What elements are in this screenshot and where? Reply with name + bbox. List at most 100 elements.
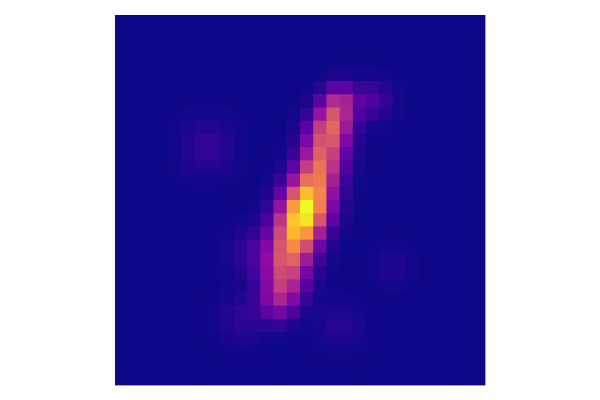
heatmap-cell xyxy=(366,266,380,280)
heatmap-cell xyxy=(233,279,248,293)
heatmap-cell xyxy=(445,147,459,161)
heatmap-cell xyxy=(392,133,407,148)
heatmap-cell xyxy=(167,292,182,307)
heatmap-cell xyxy=(260,94,274,108)
heatmap-cell xyxy=(445,173,459,188)
heatmap-cell xyxy=(366,41,380,56)
heatmap-cell xyxy=(115,41,129,56)
heatmap-cell xyxy=(418,41,433,56)
heatmap-cell xyxy=(220,41,235,56)
heatmap-cell xyxy=(207,226,222,241)
heatmap-cell xyxy=(418,160,433,174)
heatmap-cell xyxy=(339,81,354,95)
heatmap-cell xyxy=(471,358,486,373)
heatmap-cell xyxy=(445,200,459,214)
heatmap-cell xyxy=(260,213,274,227)
heatmap-cell xyxy=(458,107,473,122)
heatmap-cell xyxy=(141,358,156,373)
heatmap-cell xyxy=(418,173,433,188)
heatmap-cell xyxy=(233,41,248,56)
heatmap-cell xyxy=(286,345,301,359)
heatmap-cell xyxy=(273,15,288,29)
heatmap-cell xyxy=(233,305,248,320)
heatmap-cell xyxy=(128,213,142,227)
heatmap-cell xyxy=(445,28,459,42)
heatmap-cell xyxy=(181,266,195,280)
heatmap-cell xyxy=(339,107,354,122)
heatmap-cell xyxy=(432,94,446,108)
heatmap-cell xyxy=(471,213,486,227)
heatmap-cell xyxy=(286,371,301,386)
heatmap-cell xyxy=(154,147,169,161)
heatmap-cell xyxy=(115,120,129,135)
heatmap-cell xyxy=(418,200,433,214)
heatmap-cell xyxy=(273,332,288,346)
heatmap-cell xyxy=(154,120,169,135)
heatmap-cell xyxy=(458,226,473,241)
heatmap-cell xyxy=(471,200,486,214)
heatmap-cell xyxy=(154,213,169,227)
heatmap-cell xyxy=(339,133,354,148)
heatmap-cell xyxy=(154,318,169,333)
heatmap-cell xyxy=(379,107,393,122)
heatmap-cell xyxy=(339,252,354,267)
heatmap-cell xyxy=(194,67,208,82)
heatmap-cell xyxy=(128,345,142,359)
heatmap-cell xyxy=(115,332,129,346)
heatmap-cell xyxy=(181,345,195,359)
heatmap-cell xyxy=(352,94,367,108)
heatmap-cell xyxy=(141,107,156,122)
heatmap-cell xyxy=(115,371,129,386)
heatmap-cell xyxy=(141,186,156,201)
heatmap-cell xyxy=(220,54,235,69)
heatmap-cell xyxy=(405,41,420,56)
heatmap-cell xyxy=(352,226,367,241)
heatmap-cell xyxy=(207,160,222,174)
heatmap-cell xyxy=(300,120,314,135)
heatmap-cell xyxy=(247,279,261,293)
heatmap-cell xyxy=(392,358,407,373)
heatmap-cell xyxy=(141,54,156,69)
heatmap-cell xyxy=(471,147,486,161)
heatmap-cell xyxy=(260,200,274,214)
heatmap-cell xyxy=(260,54,274,69)
heatmap-cell xyxy=(220,133,235,148)
heatmap-cell xyxy=(286,94,301,108)
heatmap-cell xyxy=(167,120,182,135)
heatmap-cell xyxy=(339,147,354,161)
heatmap-cell xyxy=(141,239,156,254)
heatmap-cell xyxy=(405,133,420,148)
heatmap-cell xyxy=(392,81,407,95)
heatmap-cell xyxy=(352,81,367,95)
heatmap-cell xyxy=(233,239,248,254)
heatmap-cell xyxy=(207,41,222,56)
heatmap-cell xyxy=(313,358,327,373)
heatmap-cell xyxy=(471,41,486,56)
heatmap-cell xyxy=(273,94,288,108)
heatmap-cell xyxy=(260,41,274,56)
heatmap-cell xyxy=(405,345,420,359)
heatmap-cell xyxy=(379,67,393,82)
heatmap-cell xyxy=(326,292,341,307)
heatmap-cell xyxy=(207,318,222,333)
heatmap-cell xyxy=(313,186,327,201)
heatmap-cell xyxy=(392,226,407,241)
heatmap-cell xyxy=(286,160,301,174)
heatmap-cell xyxy=(458,147,473,161)
heatmap-cell xyxy=(432,173,446,188)
heatmap-cell xyxy=(207,358,222,373)
heatmap-cell xyxy=(194,371,208,386)
heatmap-cell xyxy=(379,318,393,333)
heatmap-cell xyxy=(194,133,208,148)
heatmap-cell xyxy=(458,41,473,56)
heatmap-cell xyxy=(115,147,129,161)
heatmap-cell xyxy=(167,213,182,227)
heatmap-cell xyxy=(194,252,208,267)
heatmap-cell xyxy=(352,160,367,174)
heatmap-cell xyxy=(405,67,420,82)
heatmap-cell xyxy=(326,15,341,29)
heatmap-cell xyxy=(326,371,341,386)
heatmap-cell xyxy=(471,186,486,201)
heatmap-cell xyxy=(260,345,274,359)
heatmap-cell xyxy=(392,94,407,108)
